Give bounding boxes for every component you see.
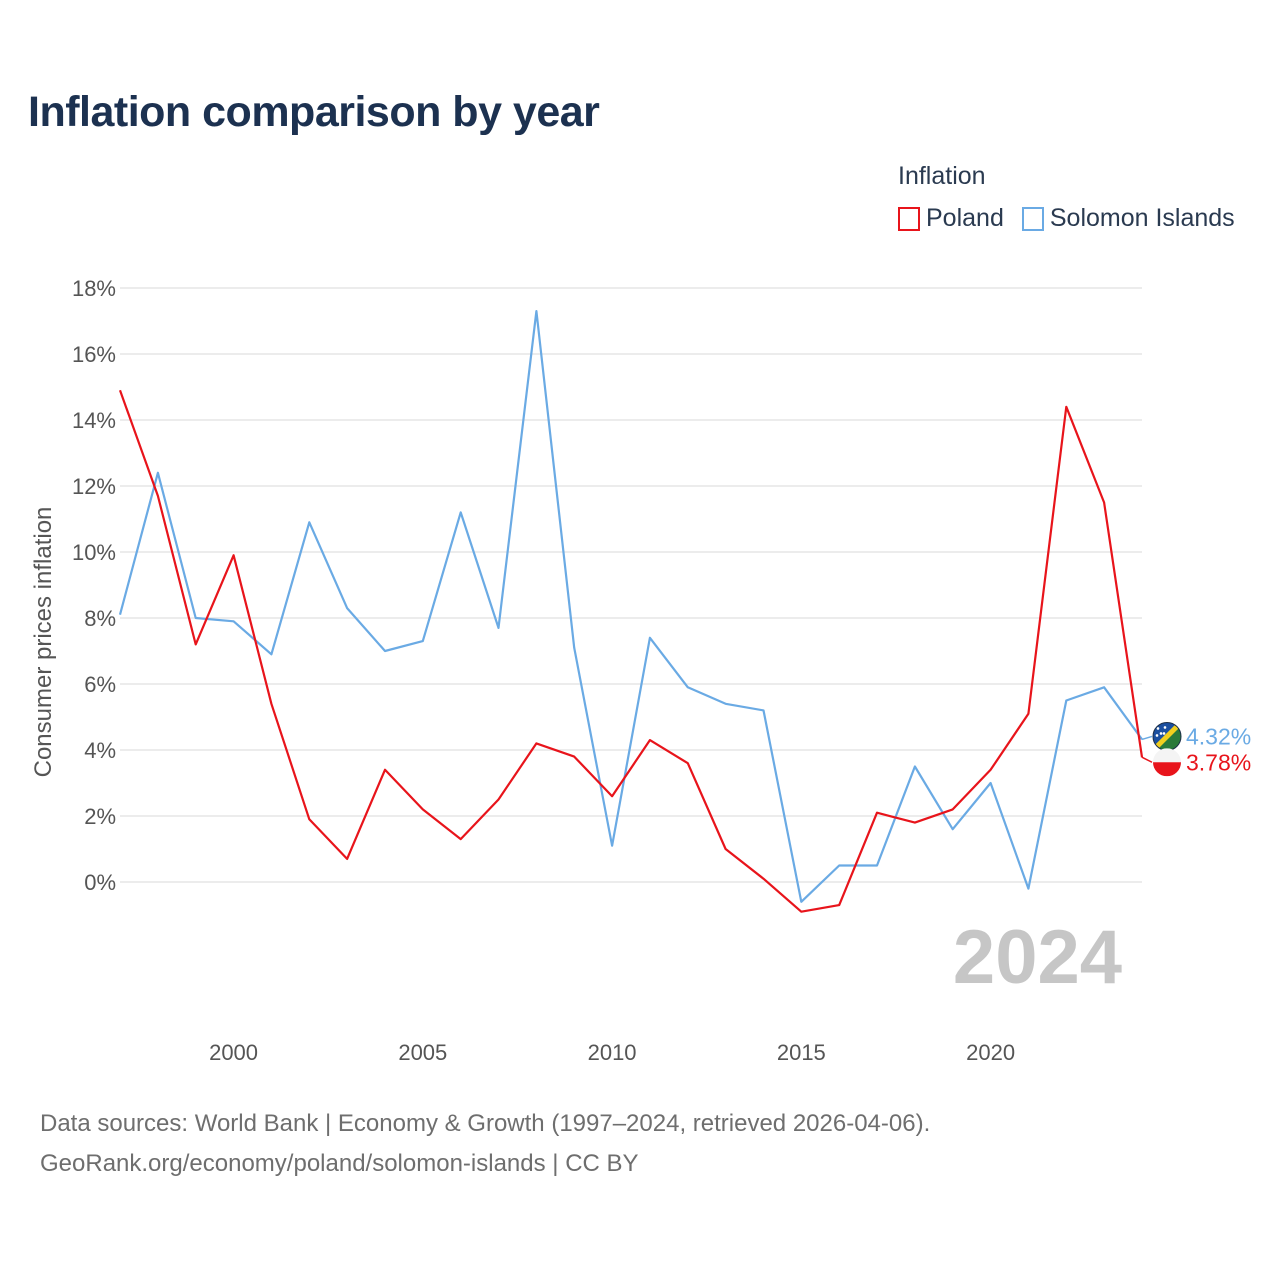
- legend-item-poland[interactable]: Poland: [898, 204, 1004, 233]
- x-tick-label: 2020: [966, 1040, 1015, 1065]
- poland-flag-icon: [1153, 748, 1181, 777]
- leader-line-solomon-islands: [1141, 735, 1153, 741]
- legend-swatch-solomon-islands: [1021, 206, 1044, 231]
- source-note: Data sources: World Bank | Economy & Gro…: [40, 1104, 930, 1184]
- y-tick-label: 4%: [84, 738, 116, 763]
- end-label-solomon-islands: 4.32%: [1186, 723, 1251, 749]
- y-tick-label: 18%: [72, 276, 116, 301]
- y-tick-label: 10%: [72, 540, 116, 565]
- y-tick-label: 12%: [72, 474, 116, 499]
- y-tick-label: 16%: [72, 342, 116, 367]
- x-tick-label: 2000: [209, 1040, 258, 1065]
- end-markers: 4.32%3.78%: [1141, 721, 1251, 777]
- x-tick-label: 2005: [398, 1040, 447, 1065]
- x-tick-label: 2015: [777, 1040, 826, 1065]
- series-lines: [118, 310, 1144, 913]
- line-chart: 0%2%4%6%8%10%12%14%16%18% 2000 2005 2010 20…: [30, 276, 1251, 1065]
- chart-title: Inflation comparison by year: [28, 88, 600, 136]
- end-label-poland: 3.78%: [1186, 749, 1251, 775]
- y-tick-label: 8%: [84, 606, 116, 631]
- y-axis-ticks: 0% 2% 4% 6% 8% 10% 12% 14% 16% 18%: [72, 276, 116, 895]
- year-watermark: 2024: [953, 915, 1122, 1000]
- legend-title: Inflation: [898, 162, 986, 190]
- series-line-poland[interactable]: [118, 389, 1144, 913]
- y-tick-label: 2%: [84, 804, 116, 829]
- legend-label-poland: Poland: [926, 204, 1004, 232]
- y-tick-label: 6%: [84, 672, 116, 697]
- leader-line-poland: [1141, 756, 1153, 763]
- x-axis-ticks: 2000 2005 2010 2015 2020: [209, 1040, 1015, 1065]
- source-line-1: Data sources: World Bank | Economy & Gro…: [40, 1110, 931, 1137]
- x-tick-label: 2010: [588, 1040, 637, 1065]
- legend-swatch-poland: [898, 206, 920, 231]
- series-line-solomon-islands[interactable]: [118, 310, 1143, 903]
- y-tick-label: 14%: [72, 408, 116, 433]
- y-tick-label: 0%: [84, 870, 116, 895]
- solomon-islands-flag-icon: [1153, 722, 1181, 751]
- gridlines: [120, 287, 1142, 883]
- legend-item-solomon-islands[interactable]: Solomon Islands: [1021, 204, 1235, 233]
- legend: Poland Solomon Islands: [898, 204, 1235, 233]
- source-line-2[interactable]: GeoRank.org/economy/poland/solomon-islan…: [40, 1150, 639, 1177]
- legend-label-solomon-islands: Solomon Islands: [1049, 204, 1235, 232]
- y-axis-title: Consumer prices inflation: [30, 507, 57, 778]
